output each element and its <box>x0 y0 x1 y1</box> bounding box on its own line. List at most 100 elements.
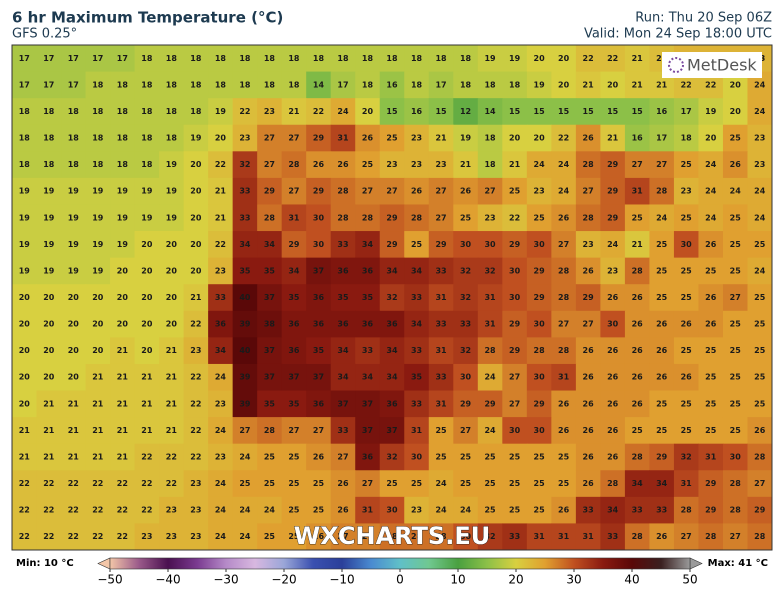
temp-cell <box>330 231 356 259</box>
temp-cell <box>61 257 87 285</box>
temp-cell <box>453 284 479 312</box>
temp-value: 20 <box>558 80 570 89</box>
temp-value: 15 <box>534 107 546 116</box>
temp-cell <box>673 124 699 152</box>
temp-cell <box>208 98 234 126</box>
temp-value: 25 <box>705 426 717 435</box>
temp-value: 22 <box>190 452 201 461</box>
temp-cell <box>698 151 724 179</box>
temp-cell <box>330 45 356 73</box>
temp-cell <box>453 470 479 498</box>
temp-cell <box>600 310 626 338</box>
temp-cell <box>575 257 601 285</box>
temp-cell <box>428 337 454 365</box>
colorbar-tick-label: 10 <box>450 573 465 587</box>
temp-value: 20 <box>19 373 31 382</box>
temp-value: 27 <box>362 479 373 488</box>
temp-value: 18 <box>92 134 104 143</box>
temp-cell <box>526 470 552 498</box>
temp-value: 25 <box>730 399 742 408</box>
temp-cell <box>159 443 185 471</box>
temp-value: 26 <box>583 399 595 408</box>
temp-cell <box>428 496 454 524</box>
temp-cell <box>257 231 283 259</box>
temp-cell <box>698 363 724 392</box>
temp-cell <box>85 45 111 73</box>
temp-cell <box>428 177 454 205</box>
temp-cell <box>85 284 111 312</box>
temp-cell <box>36 98 62 126</box>
temp-value: 32 <box>460 266 471 275</box>
temp-value: 24 <box>705 187 717 196</box>
temp-value: 20 <box>190 213 202 222</box>
temp-value: 19 <box>705 107 717 116</box>
temp-value: 21 <box>166 346 178 355</box>
temp-cell <box>257 390 283 418</box>
temp-cell <box>526 390 552 418</box>
temp-value: 19 <box>92 213 104 222</box>
temp-cell <box>85 204 111 232</box>
temp-value: 27 <box>656 160 667 169</box>
temp-value: 24 <box>239 506 251 515</box>
temp-cell <box>330 496 356 524</box>
temp-value: 22 <box>705 80 716 89</box>
temp-cell <box>624 523 650 551</box>
temp-value: 19 <box>43 213 55 222</box>
temp-value: 36 <box>386 399 398 408</box>
temp-value: 26 <box>754 426 766 435</box>
temp-value: 27 <box>632 160 643 169</box>
temp-cell <box>306 390 332 418</box>
temp-value: 20 <box>141 266 153 275</box>
temp-value: 40 <box>239 293 251 302</box>
temp-cell <box>232 523 258 551</box>
temp-cell <box>379 204 405 232</box>
temp-value: 19 <box>68 266 80 275</box>
temp-cell <box>624 151 650 179</box>
temp-value: 25 <box>386 134 398 143</box>
temp-value: 19 <box>509 54 521 63</box>
temp-cell <box>257 310 283 338</box>
temp-cell <box>159 390 185 418</box>
temp-cell <box>502 443 528 471</box>
colorbar-tick-label: 20 <box>508 573 523 587</box>
temp-value: 24 <box>754 107 766 116</box>
temp-value: 20 <box>166 320 178 329</box>
temp-value: 37 <box>288 373 299 382</box>
temp-cell <box>575 151 601 179</box>
temp-cell <box>600 284 626 312</box>
temp-value: 37 <box>362 399 373 408</box>
temp-cell <box>36 231 62 259</box>
colorbar-tick-label: 50 <box>682 573 697 587</box>
temp-cell <box>61 151 87 179</box>
temp-cell <box>453 98 479 126</box>
temp-value: 36 <box>386 320 398 329</box>
temp-cell <box>159 257 185 285</box>
temp-value: 18 <box>386 54 398 63</box>
colorbar-tick-label: −40 <box>155 573 180 587</box>
temp-cell <box>600 390 626 418</box>
colorbar-tick-label: −20 <box>271 573 296 587</box>
temp-value: 20 <box>534 54 546 63</box>
temp-value: 24 <box>558 187 570 196</box>
temp-cell <box>183 390 209 418</box>
temp-value: 27 <box>264 160 275 169</box>
temp-cell <box>477 390 503 418</box>
temp-value: 25 <box>656 293 668 302</box>
temp-value: 22 <box>141 479 152 488</box>
temp-value: 21 <box>117 426 129 435</box>
temp-cell <box>110 496 136 524</box>
temp-cell <box>649 337 675 365</box>
temp-value: 18 <box>19 134 31 143</box>
temp-value: 25 <box>362 160 374 169</box>
temp-value: 19 <box>141 187 153 196</box>
temp-value: 37 <box>386 426 397 435</box>
temp-value: 21 <box>215 187 227 196</box>
temp-cell <box>134 204 160 232</box>
temp-cell <box>306 443 332 471</box>
temp-cell <box>232 363 258 392</box>
temp-value: 25 <box>460 479 472 488</box>
temp-cell <box>85 363 111 392</box>
temp-cell <box>36 177 62 205</box>
temp-cell <box>232 71 258 99</box>
temp-value: 19 <box>19 266 31 275</box>
